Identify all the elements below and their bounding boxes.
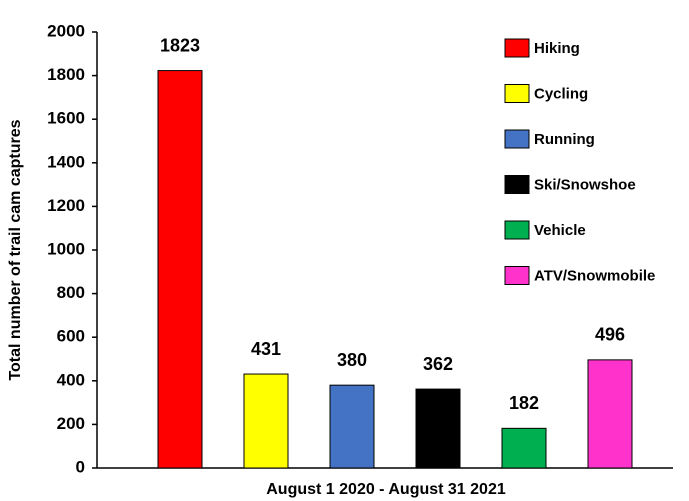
legend-label: Hiking — [534, 40, 580, 57]
y-axis-title: Total number of trail cam captures — [7, 119, 24, 380]
y-tick-label: 0 — [76, 457, 85, 476]
bar — [587, 359, 633, 469]
bar — [243, 373, 289, 469]
legend-label: Cycling — [534, 85, 588, 102]
bar — [157, 70, 203, 469]
bar — [329, 384, 375, 469]
value-label: 182 — [509, 393, 539, 413]
legend-swatch — [504, 129, 530, 149]
legend-swatch — [504, 84, 530, 103]
y-tick-label: 1000 — [47, 239, 85, 258]
legend-label: Running — [534, 131, 595, 148]
legend-label: Ski/Snowshoe — [534, 176, 636, 193]
legend-swatch — [504, 175, 530, 194]
y-tick-label: 1200 — [47, 196, 85, 215]
legend-label: ATV/Snowmobile — [534, 267, 655, 284]
y-tick-label: 600 — [57, 327, 85, 346]
legend-swatch — [504, 266, 530, 285]
y-tick-label: 400 — [57, 370, 85, 389]
value-label: 496 — [595, 325, 625, 345]
y-tick-label: 1800 — [47, 65, 85, 84]
y-tick-label: 200 — [57, 414, 85, 433]
value-label: 380 — [337, 350, 367, 370]
value-label: 362 — [423, 354, 453, 374]
y-tick-label: 800 — [57, 283, 85, 302]
x-axis-title: August 1 2020 - August 31 2021 — [266, 481, 506, 498]
legend-swatch — [504, 38, 530, 58]
bar — [501, 427, 547, 469]
y-tick-label: 1400 — [47, 152, 85, 171]
value-label: 1823 — [160, 35, 200, 55]
y-tick-label: 1600 — [47, 109, 85, 128]
y-tick-label: 2000 — [47, 21, 85, 40]
bar — [415, 388, 461, 469]
legend-swatch — [504, 220, 530, 240]
legend-label: Vehicle — [534, 222, 586, 239]
value-label: 431 — [251, 339, 281, 359]
